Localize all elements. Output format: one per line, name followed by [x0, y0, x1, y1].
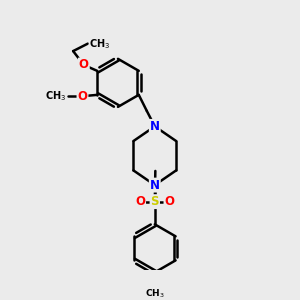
Text: O: O — [77, 90, 88, 103]
Text: N: N — [150, 120, 160, 133]
Text: O: O — [135, 195, 145, 208]
Text: O: O — [164, 195, 175, 208]
Text: S: S — [151, 195, 159, 208]
Text: CH$_3$: CH$_3$ — [89, 37, 110, 50]
Text: O: O — [79, 58, 89, 71]
Text: CH$_3$: CH$_3$ — [145, 287, 165, 300]
Text: N: N — [150, 178, 160, 192]
Text: CH$_3$: CH$_3$ — [45, 89, 67, 103]
